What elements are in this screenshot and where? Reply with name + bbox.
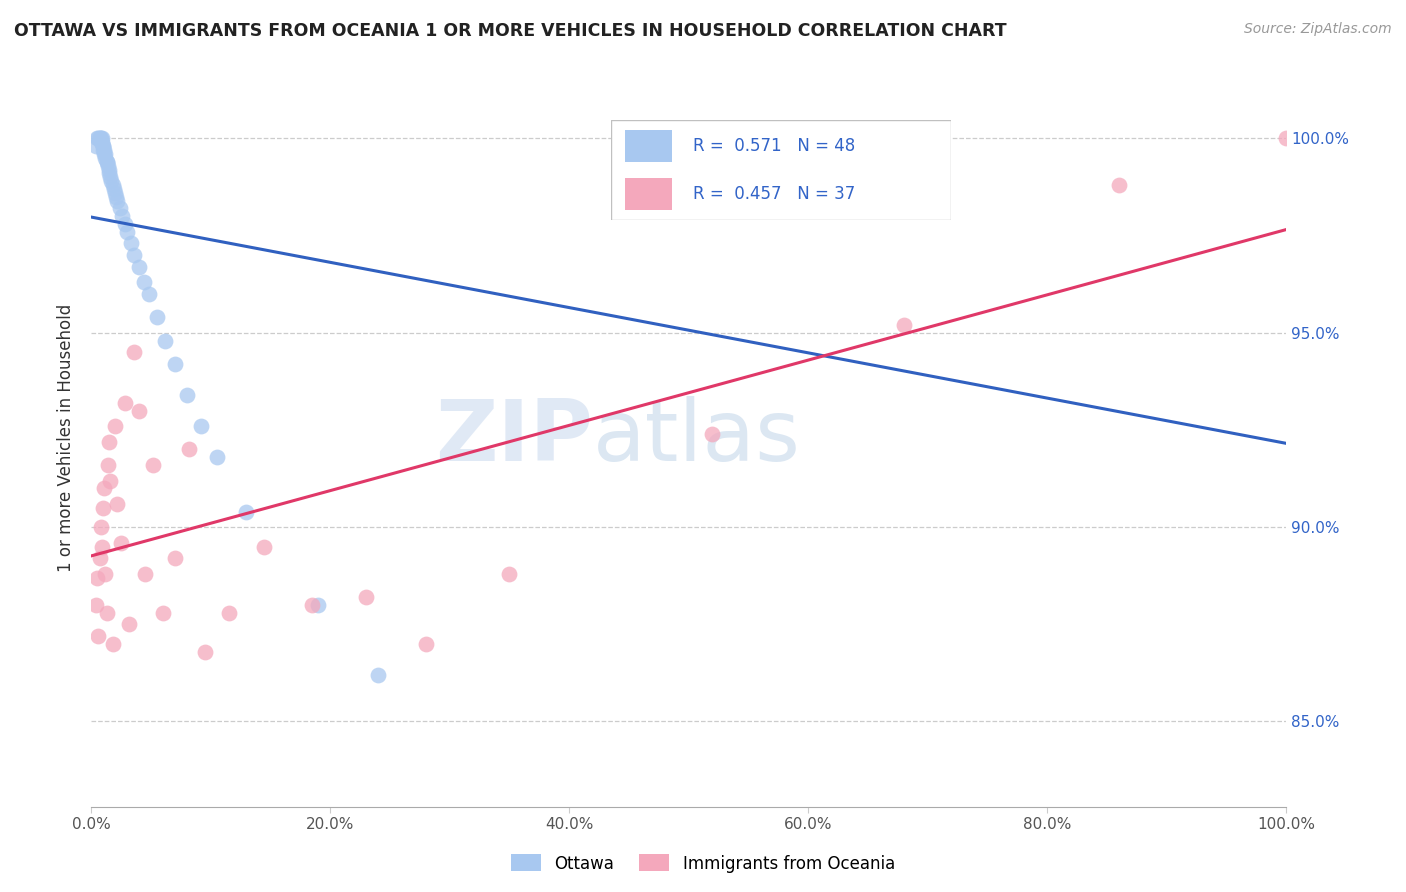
Point [89,551,111,566]
Point [94,147,117,161]
Point [893,318,915,332]
Point [90,131,112,145]
Point [100,174,122,188]
Point [84,139,107,153]
Point [98,166,121,180]
Y-axis label: 1 or more Vehicles in Household: 1 or more Vehicles in Household [58,303,75,572]
Point [354,590,377,604]
Point [87,131,110,145]
Point [179,442,201,457]
Point [138,287,160,301]
Point [94,566,117,581]
Point [1108,178,1130,193]
Point [93,481,115,495]
Point [90,520,112,534]
Point [301,598,323,612]
Point [91,139,114,153]
Point [205,450,228,465]
Point [87,629,110,643]
Point [101,637,124,651]
Point [91,143,114,157]
Point [84,598,107,612]
Point [108,202,131,216]
Point [90,136,112,150]
Legend: Ottawa, Immigrants from Oceania: Ottawa, Immigrants from Oceania [505,847,901,880]
Point [163,551,186,566]
Point [89,131,111,145]
Point [110,535,132,549]
Text: Source: ZipAtlas.com: Source: ZipAtlas.com [1244,22,1392,37]
Point [96,154,118,169]
Point [120,236,142,251]
Point [93,143,115,157]
Point [96,606,118,620]
Point [94,151,117,165]
Point [415,637,437,651]
Point [98,170,121,185]
Point [367,668,389,682]
Point [93,147,115,161]
Point [101,178,124,193]
Point [122,248,145,262]
Point [114,396,136,410]
Point [105,190,128,204]
Point [235,505,257,519]
Point [107,194,129,208]
Point [194,644,217,658]
Point [98,474,121,488]
Point [91,139,114,153]
Point [89,131,111,145]
Point [702,426,724,441]
Point [155,334,177,348]
Point [91,500,114,515]
Point [190,419,212,434]
Point [749,139,772,153]
Point [107,497,129,511]
Point [103,182,125,196]
Point [96,154,118,169]
Point [128,403,150,417]
Point [90,540,112,554]
Point [176,388,198,402]
Point [97,159,120,173]
Point [98,162,121,177]
Point [1275,131,1298,145]
Text: OTTAWA VS IMMIGRANTS FROM OCEANIA 1 OR MORE VEHICLES IN HOUSEHOLD CORRELATION CH: OTTAWA VS IMMIGRANTS FROM OCEANIA 1 OR M… [14,22,1007,40]
Point [104,419,127,434]
Point [104,186,127,200]
Point [498,566,520,581]
Point [152,606,174,620]
Point [115,225,138,239]
Point [114,217,136,231]
Text: ZIP: ZIP [436,396,593,479]
Point [90,136,112,150]
Point [142,458,165,472]
Text: atlas: atlas [593,396,801,479]
Point [134,566,156,581]
Point [132,275,155,289]
Point [111,209,134,223]
Point [146,310,169,325]
Point [97,458,120,472]
Point [118,617,141,632]
Point [98,434,121,449]
Point [122,345,145,359]
Point [86,131,108,145]
Point [253,540,276,554]
Point [90,131,112,145]
Point [128,260,150,274]
Point [163,357,186,371]
Point [218,606,240,620]
Point [869,131,891,145]
Point [86,571,108,585]
Point [307,598,329,612]
